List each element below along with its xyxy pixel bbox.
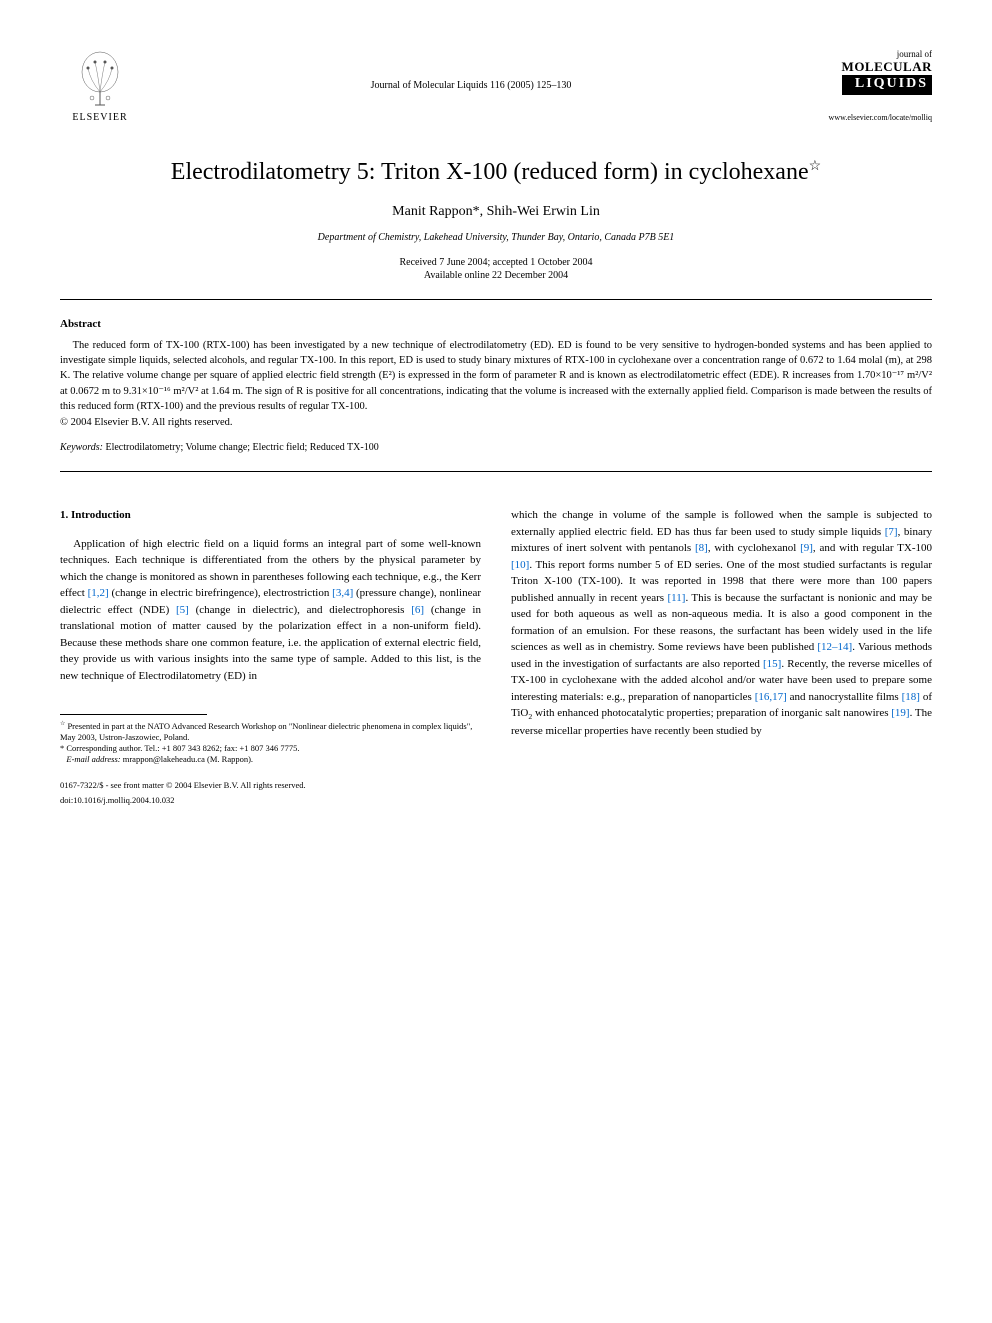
elsevier-tree-icon <box>70 50 130 110</box>
received-dates: Received 7 June 2004; accepted 1 October… <box>60 257 932 268</box>
title-footnote-mark: ☆ <box>809 159 822 174</box>
footnote-divider <box>60 714 207 715</box>
email-address: mrappon@lakeheadu.ca (M. Rappon). <box>121 754 253 764</box>
journal-logo: journal of MOLECULAR LIQUIDS www.elsevie… <box>802 50 932 122</box>
divider-top <box>60 299 932 300</box>
ref-link-16-17[interactable]: [16,17] <box>755 691 787 703</box>
affiliation: Department of Chemistry, Lakehead Univer… <box>60 232 932 243</box>
keywords-line: Keywords: Electrodilatometry; Volume cha… <box>60 442 932 453</box>
ref-link-12-14[interactable]: [12–14] <box>817 641 852 653</box>
footnote-presented: ☆ Presented in part at the NATO Advanced… <box>60 721 481 743</box>
intro-paragraph-right: which the change in volume of the sample… <box>511 507 932 739</box>
keywords-text: Electrodilatometry; Volume change; Elect… <box>103 442 379 453</box>
journal-url: www.elsevier.com/locate/molliq <box>829 113 932 122</box>
column-left: 1. Introduction Application of high elec… <box>60 507 481 807</box>
footnote-corresponding: * Corresponding author. Tel.: +1 807 343… <box>60 743 481 754</box>
ref-link-18[interactable]: [18] <box>902 691 920 703</box>
ref-link-10[interactable]: [10] <box>511 559 529 571</box>
ref-link-1-2[interactable]: [1,2] <box>88 587 109 599</box>
ref-link-19[interactable]: [19] <box>891 707 909 719</box>
abstract-copyright: © 2004 Elsevier B.V. All rights reserved… <box>60 417 932 428</box>
publisher-logo: ELSEVIER <box>60 50 140 123</box>
ref-link-8[interactable]: [8] <box>695 542 708 554</box>
online-date: Available online 22 December 2004 <box>60 270 932 281</box>
footer-front-matter: 0167-7322/$ - see front matter © 2004 El… <box>60 779 481 792</box>
ref-link-5[interactable]: [5] <box>176 604 189 616</box>
ref-link-11[interactable]: [11] <box>668 592 686 604</box>
section-1-heading: 1. Introduction <box>60 507 481 524</box>
journal-word-molecular: MOLECULAR <box>842 60 932 74</box>
journal-word-liquids: LIQUIDS <box>842 75 932 94</box>
abstract-heading: Abstract <box>60 318 932 330</box>
journal-citation: Journal of Molecular Liquids 116 (2005) … <box>140 50 802 91</box>
footnote-email: E-mail address: mrappon@lakeheadu.ca (M.… <box>60 754 481 765</box>
email-label: E-mail address: <box>66 754 120 764</box>
ref-link-15[interactable]: [15] <box>763 658 781 670</box>
ref-link-7[interactable]: [7] <box>885 526 898 538</box>
authors: Manit Rappon*, Shih-Wei Erwin Lin <box>60 204 932 220</box>
ref-link-6[interactable]: [6] <box>411 604 424 616</box>
intro-paragraph-left: Application of high electric field on a … <box>60 536 481 685</box>
ref-link-9[interactable]: [9] <box>800 542 813 554</box>
body-columns: 1. Introduction Application of high elec… <box>60 507 932 807</box>
page-header: ELSEVIER Journal of Molecular Liquids 11… <box>60 50 932 123</box>
publisher-name: ELSEVIER <box>72 112 127 123</box>
article-title: Electrodilatometry 5: Triton X-100 (redu… <box>60 158 932 186</box>
footer-doi: doi:10.1016/j.molliq.2004.10.032 <box>60 794 481 807</box>
keywords-label: Keywords: <box>60 442 103 453</box>
abstract-text: The reduced form of TX-100 (RTX-100) has… <box>60 338 932 414</box>
column-right: which the change in volume of the sample… <box>511 507 932 807</box>
title-text: Electrodilatometry 5: Triton X-100 (redu… <box>171 159 809 185</box>
divider-bottom <box>60 471 932 472</box>
ref-link-3-4[interactable]: [3,4] <box>332 587 353 599</box>
